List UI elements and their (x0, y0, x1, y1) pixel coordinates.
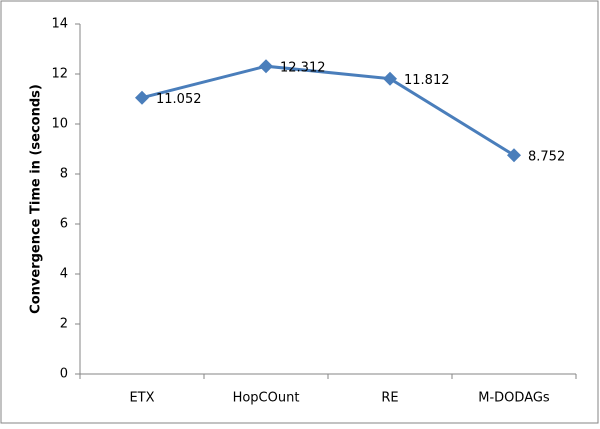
x-tick-label: ETX (129, 391, 154, 406)
y-axis-title: Convergence Time in (seconds) (29, 84, 44, 314)
data-label: 12.312 (280, 61, 326, 76)
y-tick-label: 6 (60, 217, 68, 232)
y-tick-label: 2 (60, 317, 68, 332)
data-label: 11.052 (156, 92, 202, 107)
marker (259, 59, 273, 74)
data-label: 11.812 (404, 73, 450, 88)
y-tick-label: 4 (60, 267, 68, 282)
x-tick-label: RE (381, 391, 398, 406)
marker (383, 71, 397, 86)
marker (507, 148, 521, 163)
line (141, 64, 515, 157)
y-tick-label: 10 (51, 117, 68, 132)
marker (135, 90, 149, 105)
x-tick-label: HopCOunt (233, 391, 300, 406)
y-tick-label: 12 (51, 67, 68, 82)
y-tick-label: 14 (51, 17, 68, 32)
x-tick-label: M-DODAGs (478, 391, 550, 406)
y-tick-label: 0 (60, 367, 68, 382)
y-tick-label: 8 (60, 167, 68, 182)
data-label: 8.752 (528, 150, 565, 165)
